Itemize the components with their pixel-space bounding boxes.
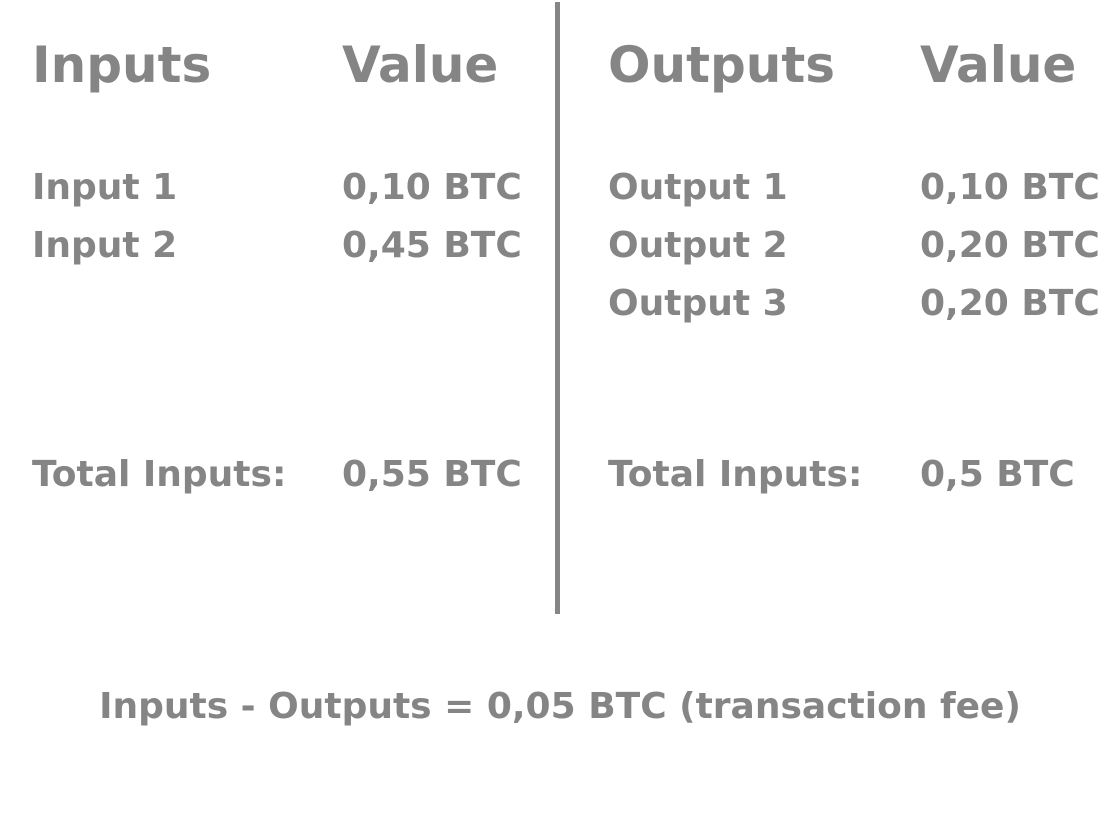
output-row-value: 0,20 BTC: [920, 283, 1100, 324]
outputs-header: Outputs: [608, 36, 836, 94]
column-divider: [555, 2, 560, 614]
output-row-value: 0,10 BTC: [920, 167, 1100, 208]
input-row-value: 0,10 BTC: [342, 167, 522, 208]
input-row-name: Input 2: [32, 225, 178, 266]
output-row-name: Output 3: [608, 283, 788, 324]
inputs-value-header: Value: [342, 36, 499, 94]
outputs-total-value: 0,5 BTC: [920, 454, 1075, 495]
output-row-value: 0,20 BTC: [920, 225, 1100, 266]
output-row-name: Output 2: [608, 225, 788, 266]
transaction-fee-summary: Inputs - Outputs = 0,05 BTC (transaction…: [99, 686, 1021, 727]
inputs-header: Inputs: [32, 36, 212, 94]
output-row-name: Output 1: [608, 167, 788, 208]
outputs-value-header: Value: [920, 36, 1077, 94]
input-row-name: Input 1: [32, 167, 178, 208]
inputs-total-label: Total Inputs:: [32, 454, 287, 495]
input-row-value: 0,45 BTC: [342, 225, 522, 266]
inputs-total-value: 0,55 BTC: [342, 454, 522, 495]
outputs-total-label: Total Inputs:: [608, 454, 863, 495]
